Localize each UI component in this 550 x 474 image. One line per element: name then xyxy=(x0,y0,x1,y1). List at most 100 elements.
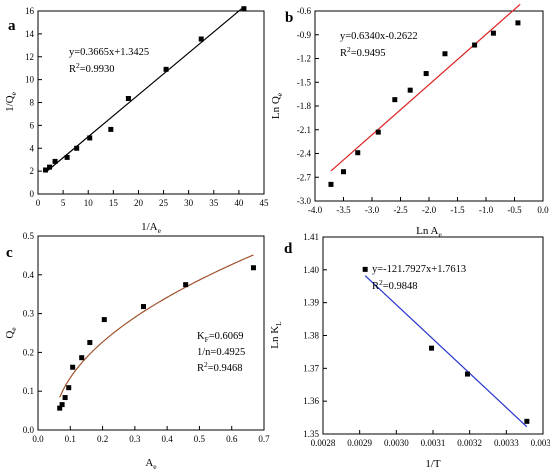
panel-a-fit-line xyxy=(45,6,245,173)
x-tick-label: -4.0 xyxy=(308,205,323,215)
x-tick-label: 5 xyxy=(61,198,66,208)
y-tick-label: 0.1 xyxy=(23,386,34,396)
panel-a-y-ticks: 0 2 4 6 8 10 12 14 16 xyxy=(25,6,42,199)
x-tick-label: 0.0 xyxy=(32,434,44,444)
x-tick-label: 0.0032 xyxy=(457,438,482,448)
y-tick-label: 1.35 xyxy=(303,429,319,439)
panel-c-plot-frame xyxy=(37,235,265,431)
y-tick-label: -3.0 xyxy=(297,196,312,206)
panel-a-y-axis-label: 1/Qe xyxy=(4,91,18,112)
data-point xyxy=(79,355,85,361)
data-point xyxy=(524,418,530,424)
y-tick-label: 0.3 xyxy=(23,309,35,319)
x-tick-label: 0.3 xyxy=(129,434,141,444)
data-point xyxy=(163,66,169,72)
y-tick-label: -2.7 xyxy=(297,172,312,182)
panel-b-y-ticks: -3.0 -2.7 -2.4 -2.1 -1.8 -1.5 -1.2 -0.9 -0.6 xyxy=(297,6,319,206)
y-tick-label: 0.4 xyxy=(23,270,35,280)
data-point xyxy=(341,169,346,175)
panel-c-kf-value: KF=0.6069 xyxy=(197,331,244,344)
y-tick-label: 2 xyxy=(30,166,35,176)
panel-b-r-squared: R2=0.9495 xyxy=(340,45,386,59)
x-tick-label: 35 xyxy=(209,198,219,208)
panel-b-x-axis-label: Ln Ae xyxy=(416,225,442,239)
panel-d-y-ticks: 1.35 1.36 1.37 1.38 1.39 1.40 1.41 xyxy=(303,232,327,439)
data-point xyxy=(375,129,381,135)
x-tick-label: 0.1 xyxy=(65,434,76,444)
data-point xyxy=(407,87,413,93)
panel-d-equation: y=-121.7927x+1.7613 xyxy=(372,264,466,275)
x-tick-label: 0.0028 xyxy=(311,438,336,448)
data-point xyxy=(87,135,93,141)
x-tick-label: 0.2 xyxy=(97,434,108,444)
x-tick-label: 45 xyxy=(260,198,270,208)
y-tick-label: 1.38 xyxy=(303,331,319,341)
panel-d-y-axis-label: Ln KL xyxy=(269,321,283,349)
panel-b-fit-line xyxy=(330,3,521,172)
y-tick-label: 1.36 xyxy=(303,396,319,406)
panel-c: c 0.0 0.1 0.2 0.3 0.4 0.5 0.6 0.7 0.00.10.20.30… xyxy=(4,231,270,471)
panel-c-x-axis-label: Ae xyxy=(145,457,157,471)
panel-a-plot-frame xyxy=(37,10,265,195)
data-point xyxy=(47,164,53,170)
y-tick-label: 0.5 xyxy=(23,231,35,241)
data-point xyxy=(183,282,189,288)
x-tick-label: -2.0 xyxy=(422,205,437,215)
panel-d-x-axis-label: 1/T xyxy=(425,458,441,470)
panel-b-equation: y=0.6340x-0.2622 xyxy=(340,31,418,42)
data-point xyxy=(442,51,448,57)
y-tick-label: 12 xyxy=(25,52,34,62)
x-tick-label: 0.0030 xyxy=(384,438,409,448)
data-point xyxy=(74,145,80,151)
x-tick-label: 0.7 xyxy=(258,434,270,444)
data-point xyxy=(87,340,93,346)
y-tick-label: 1.37 xyxy=(303,363,319,373)
y-tick-label: -0.6 xyxy=(297,6,312,16)
y-tick-label: 16 xyxy=(25,6,35,16)
x-tick-label: 0.0034 xyxy=(531,438,550,448)
y-tick-label: 8 xyxy=(30,98,35,108)
panel-d-points xyxy=(362,266,530,424)
data-point xyxy=(355,150,361,156)
panel-c-fit-curve xyxy=(59,254,254,398)
panel-b-x-ticks: -4.0 -3.5 -3.0 -2.5 -2.0 -1.5 -1.0 -0.5 0.0 xyxy=(308,197,549,215)
x-tick-label: 0.6 xyxy=(226,434,238,444)
y-tick-label: -0.9 xyxy=(297,30,312,40)
data-point xyxy=(57,405,63,411)
panel-b-points xyxy=(328,20,521,187)
data-point xyxy=(70,364,76,370)
y-tick-label: -2.1 xyxy=(297,125,311,135)
data-point xyxy=(241,6,247,12)
data-point xyxy=(490,30,496,36)
x-tick-label: -2.5 xyxy=(393,205,408,215)
panel-d: d 0.0028 0.0029 0.0030 0.0031 0.0032 0.0033 0.… xyxy=(269,232,550,470)
data-point xyxy=(108,126,114,132)
data-point xyxy=(59,402,65,408)
x-tick-label: 40 xyxy=(234,198,244,208)
x-tick-label: -1.5 xyxy=(450,205,465,215)
panel-a-points xyxy=(43,6,247,173)
panel-d-r-squared: R2=0.9848 xyxy=(372,278,418,292)
data-point xyxy=(125,95,131,101)
x-tick-label: 0.0029 xyxy=(347,438,372,448)
panel-a-r-squared: R2=0.9930 xyxy=(69,61,115,75)
x-tick-label: 0.5 xyxy=(194,434,206,444)
panel-c-y-ticks: 0.0 0.1 0.2 0.3 0.4 0.5 xyxy=(23,231,42,435)
x-tick-label: 10 xyxy=(84,198,94,208)
data-point xyxy=(64,154,70,160)
x-tick-label: 25 xyxy=(159,198,169,208)
data-point xyxy=(198,36,204,42)
y-tick-label: 1.39 xyxy=(303,298,319,308)
y-tick-label: 0.0 xyxy=(23,425,35,435)
panel-b: b -4.0 -3.5 -3.0 -2.5 -2.0 -1.5 -1.0 -0.5 0.0 -3… xyxy=(270,3,549,239)
y-tick-label: 14 xyxy=(25,29,35,39)
data-point xyxy=(472,42,478,48)
y-tick-label: 0.2 xyxy=(23,347,34,357)
y-tick-label: 1.41 xyxy=(303,232,319,242)
data-point xyxy=(515,20,521,26)
panel-d-fit-line xyxy=(364,275,528,428)
x-tick-label: 0.0031 xyxy=(421,438,446,448)
panel-c-letter: c xyxy=(6,245,13,261)
